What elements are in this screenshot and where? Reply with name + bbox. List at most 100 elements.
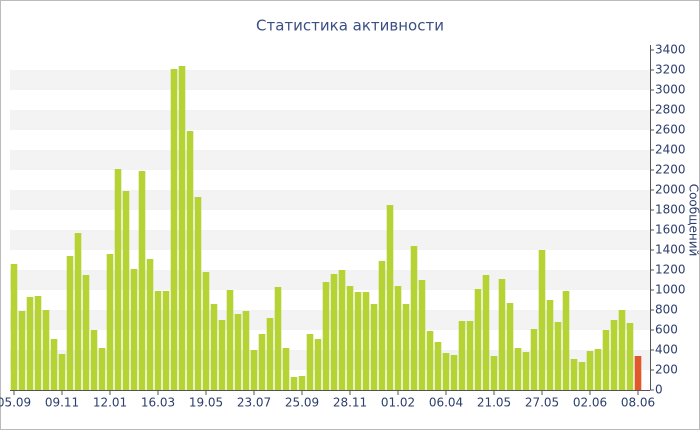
y-tick-label: 3400 [655, 43, 686, 57]
grid-band [10, 310, 650, 330]
grid-band [10, 190, 650, 210]
x-tick-label: 21.05 [477, 396, 511, 410]
bar [546, 300, 554, 390]
bar [354, 292, 362, 390]
y-tick-label: 2800 [655, 103, 686, 117]
chart-title: Статистика активности [256, 17, 444, 35]
bar [426, 331, 434, 390]
bar [434, 342, 442, 390]
bar [618, 310, 626, 390]
y-tick-label: 1600 [655, 223, 686, 237]
y-tick-label: 600 [655, 323, 678, 337]
x-tick-label: 06.04 [429, 396, 463, 410]
y-tick-label: 2400 [655, 143, 686, 157]
bar [218, 320, 226, 390]
x-tick-label: 23.07 [237, 396, 271, 410]
bar [122, 191, 130, 390]
bar [98, 348, 106, 390]
grid-band [10, 110, 650, 130]
bar [58, 354, 66, 390]
bar [42, 310, 50, 390]
bar [602, 330, 610, 390]
bar [562, 291, 570, 390]
bar [394, 286, 402, 390]
bar [490, 356, 498, 390]
y-tick-label: 0 [655, 383, 663, 397]
bar [234, 314, 242, 390]
bar [266, 318, 274, 390]
bar [130, 269, 138, 390]
y-axis-label: Сообщений [687, 184, 700, 257]
bar [626, 323, 634, 390]
bar [402, 304, 410, 390]
y-tick-label: 400 [655, 343, 678, 357]
bar [186, 131, 194, 390]
y-tick-label: 2600 [655, 123, 686, 137]
bar [530, 329, 538, 390]
y-tick-label: 800 [655, 303, 678, 317]
bar [210, 304, 218, 390]
bar [290, 377, 298, 390]
bar [74, 233, 82, 390]
bar [410, 246, 418, 390]
bar [498, 279, 506, 390]
bar [514, 348, 522, 390]
x-tick-label: 28.11 [333, 396, 367, 410]
bar [306, 334, 314, 390]
bar [474, 289, 482, 390]
bar [458, 321, 466, 390]
bar [298, 376, 306, 390]
bar [634, 356, 642, 390]
x-tick-label: 12.01 [93, 396, 127, 410]
bar [106, 254, 114, 390]
bar [146, 259, 154, 390]
bar [178, 66, 186, 390]
x-tick-label: 16.03 [141, 396, 175, 410]
bar [322, 282, 330, 390]
bar [162, 291, 170, 390]
bar [442, 353, 450, 390]
bar [570, 359, 578, 390]
bar [50, 339, 58, 390]
bar [594, 349, 602, 390]
bar [450, 355, 458, 390]
x-tick-label: 01.02 [381, 396, 415, 410]
y-tick-label: 3200 [655, 63, 686, 77]
x-tick-label: 27.05 [525, 396, 559, 410]
bar [258, 334, 266, 390]
bar [482, 275, 490, 390]
bar [522, 352, 530, 390]
bar [338, 270, 346, 390]
bar [242, 311, 250, 390]
y-tick-label: 200 [655, 363, 678, 377]
x-tick-label: 05.09 [0, 396, 31, 410]
bar [114, 169, 122, 390]
bar [506, 303, 514, 390]
bar [274, 287, 282, 390]
grid-band [10, 230, 650, 250]
bar [362, 292, 370, 390]
bar [554, 322, 562, 390]
bar [314, 339, 322, 390]
bar [282, 348, 290, 390]
bar [194, 197, 202, 390]
x-tick-label: 02.06 [573, 396, 607, 410]
x-tick-label: 25.09 [285, 396, 319, 410]
x-tick-label: 08.06 [621, 396, 655, 410]
x-tick-label: 19.05 [189, 396, 223, 410]
bar [82, 275, 90, 390]
y-tick-label: 2200 [655, 163, 686, 177]
grid-band [10, 350, 650, 370]
bar [66, 256, 74, 390]
y-tick-label: 3000 [655, 83, 686, 97]
bar [138, 171, 146, 390]
bar [202, 272, 210, 390]
grid-band [10, 270, 650, 290]
bar [538, 250, 546, 390]
bar [346, 286, 354, 390]
y-tick-label: 1200 [655, 263, 686, 277]
bar [578, 362, 586, 390]
y-tick-label: 2000 [655, 183, 686, 197]
bar [10, 264, 18, 390]
